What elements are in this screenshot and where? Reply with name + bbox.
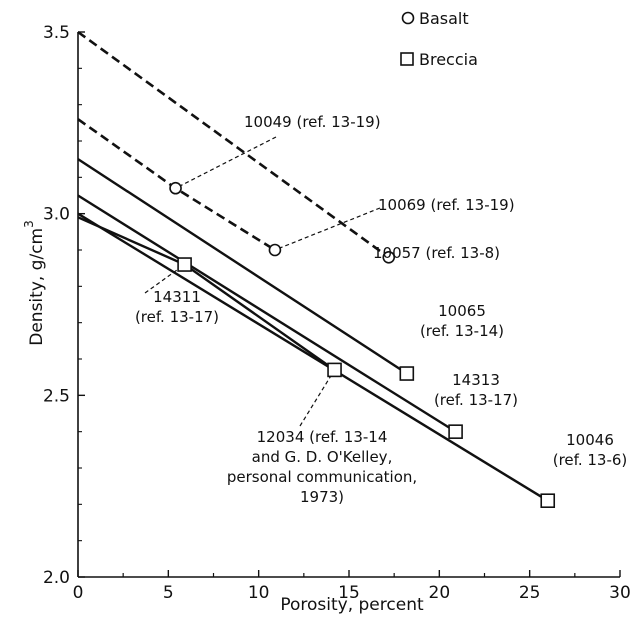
annotation-labels: 10049 (ref. 13-19) 10069 (ref. 13-19) 1005… xyxy=(135,113,627,506)
legend-circle-marker xyxy=(401,11,415,25)
y-axis-title-text: Density, g/cm xyxy=(27,228,47,346)
breccia-point-marker xyxy=(399,366,415,381)
annotation-line: (ref. 13-14) xyxy=(420,322,504,340)
annotation-line: 14311 xyxy=(153,288,201,306)
legend-square-marker xyxy=(400,52,414,66)
annotation-line: 10049 (ref. 13-19) xyxy=(244,113,381,131)
legend: Basalt Breccia xyxy=(400,9,478,69)
x-tick-label: 10 xyxy=(248,583,270,603)
y-tick-label: 2.0 xyxy=(43,568,70,588)
breccia-point-marker xyxy=(540,493,556,509)
annotation-line: 14313 xyxy=(452,371,500,389)
annotation-line: 10046 xyxy=(566,431,614,449)
y-axis-title-superscript: 3 xyxy=(22,220,36,228)
annotation-label: 10057 (ref. 13-8) xyxy=(373,244,500,262)
breccia-line-4 xyxy=(77,212,549,502)
annotation-label: 10065 (ref. 13-14) xyxy=(420,302,504,340)
annotation-leader-line xyxy=(299,369,336,427)
data-markers xyxy=(169,181,556,509)
annotation-label: 10069 (ref. 13-19) xyxy=(378,196,515,214)
annotation-label: 14313 (ref. 13-17) xyxy=(434,371,518,409)
x-tick-label: 0 xyxy=(73,583,84,603)
annotation-line: personal communication, xyxy=(227,468,417,486)
annotation-label: 12034 (ref. 13-14 and G. D. O'Kelley, pers… xyxy=(227,428,417,506)
tick-labels: 0 5 10 15 20 25 30 2.0 2.5 3.0 3.5 xyxy=(43,23,631,603)
annotation-line: 1973) xyxy=(300,488,344,506)
breccia-line-2 xyxy=(77,158,408,375)
annotation-leader-line xyxy=(175,136,277,189)
x-tick-label: 30 xyxy=(609,583,631,603)
breccia-point-marker xyxy=(448,424,463,439)
axes xyxy=(77,31,621,578)
x-tick-label: 25 xyxy=(519,583,541,603)
y-tick-label: 2.5 xyxy=(43,386,70,406)
basalt-line-0 xyxy=(77,30,390,259)
basalt-point-marker xyxy=(169,181,182,195)
legend-label-basalt: Basalt xyxy=(419,9,469,28)
annotation-line: 12034 (ref. 13-14 xyxy=(257,428,388,446)
y-tick-label: 3.5 xyxy=(43,23,70,43)
annotation-line: (ref. 13-17) xyxy=(135,308,219,326)
annotation-label: 14311 (ref. 13-17) xyxy=(135,288,219,326)
y-axis-title: Density, g/cm3 xyxy=(22,220,47,346)
x-tick-label: 5 xyxy=(163,583,174,603)
basalt-point-marker xyxy=(382,250,396,264)
x-tick-label: 15 xyxy=(338,583,360,603)
annotation-line: 10057 (ref. 13-8) xyxy=(373,244,500,262)
annotation-line: (ref. 13-17) xyxy=(434,391,518,409)
x-tick-label: 20 xyxy=(429,583,451,603)
basalt-point-marker xyxy=(268,243,282,257)
annotation-line: 10069 (ref. 13-19) xyxy=(378,196,515,214)
x-axis-title: Porosity, percent xyxy=(280,595,424,615)
annotation-label: 10049 (ref. 13-19) xyxy=(244,113,381,131)
breccia-point-marker xyxy=(177,257,192,272)
annotation-leaders xyxy=(144,136,381,427)
annotation-line: 10065 xyxy=(438,302,486,320)
annotation-leader-line xyxy=(144,264,185,294)
annotation-label: 10046 (ref. 13-6) xyxy=(553,431,628,469)
legend-label-breccia: Breccia xyxy=(419,50,478,69)
annotation-line: (ref. 13-6) xyxy=(553,451,628,469)
annotation-leader-line xyxy=(274,207,381,251)
breccia-line-3 xyxy=(77,194,457,433)
breccia-point-marker xyxy=(327,362,342,378)
annotation-line: and G. D. O'Kelley, xyxy=(252,448,393,466)
y-tick-label: 3.0 xyxy=(43,205,70,225)
